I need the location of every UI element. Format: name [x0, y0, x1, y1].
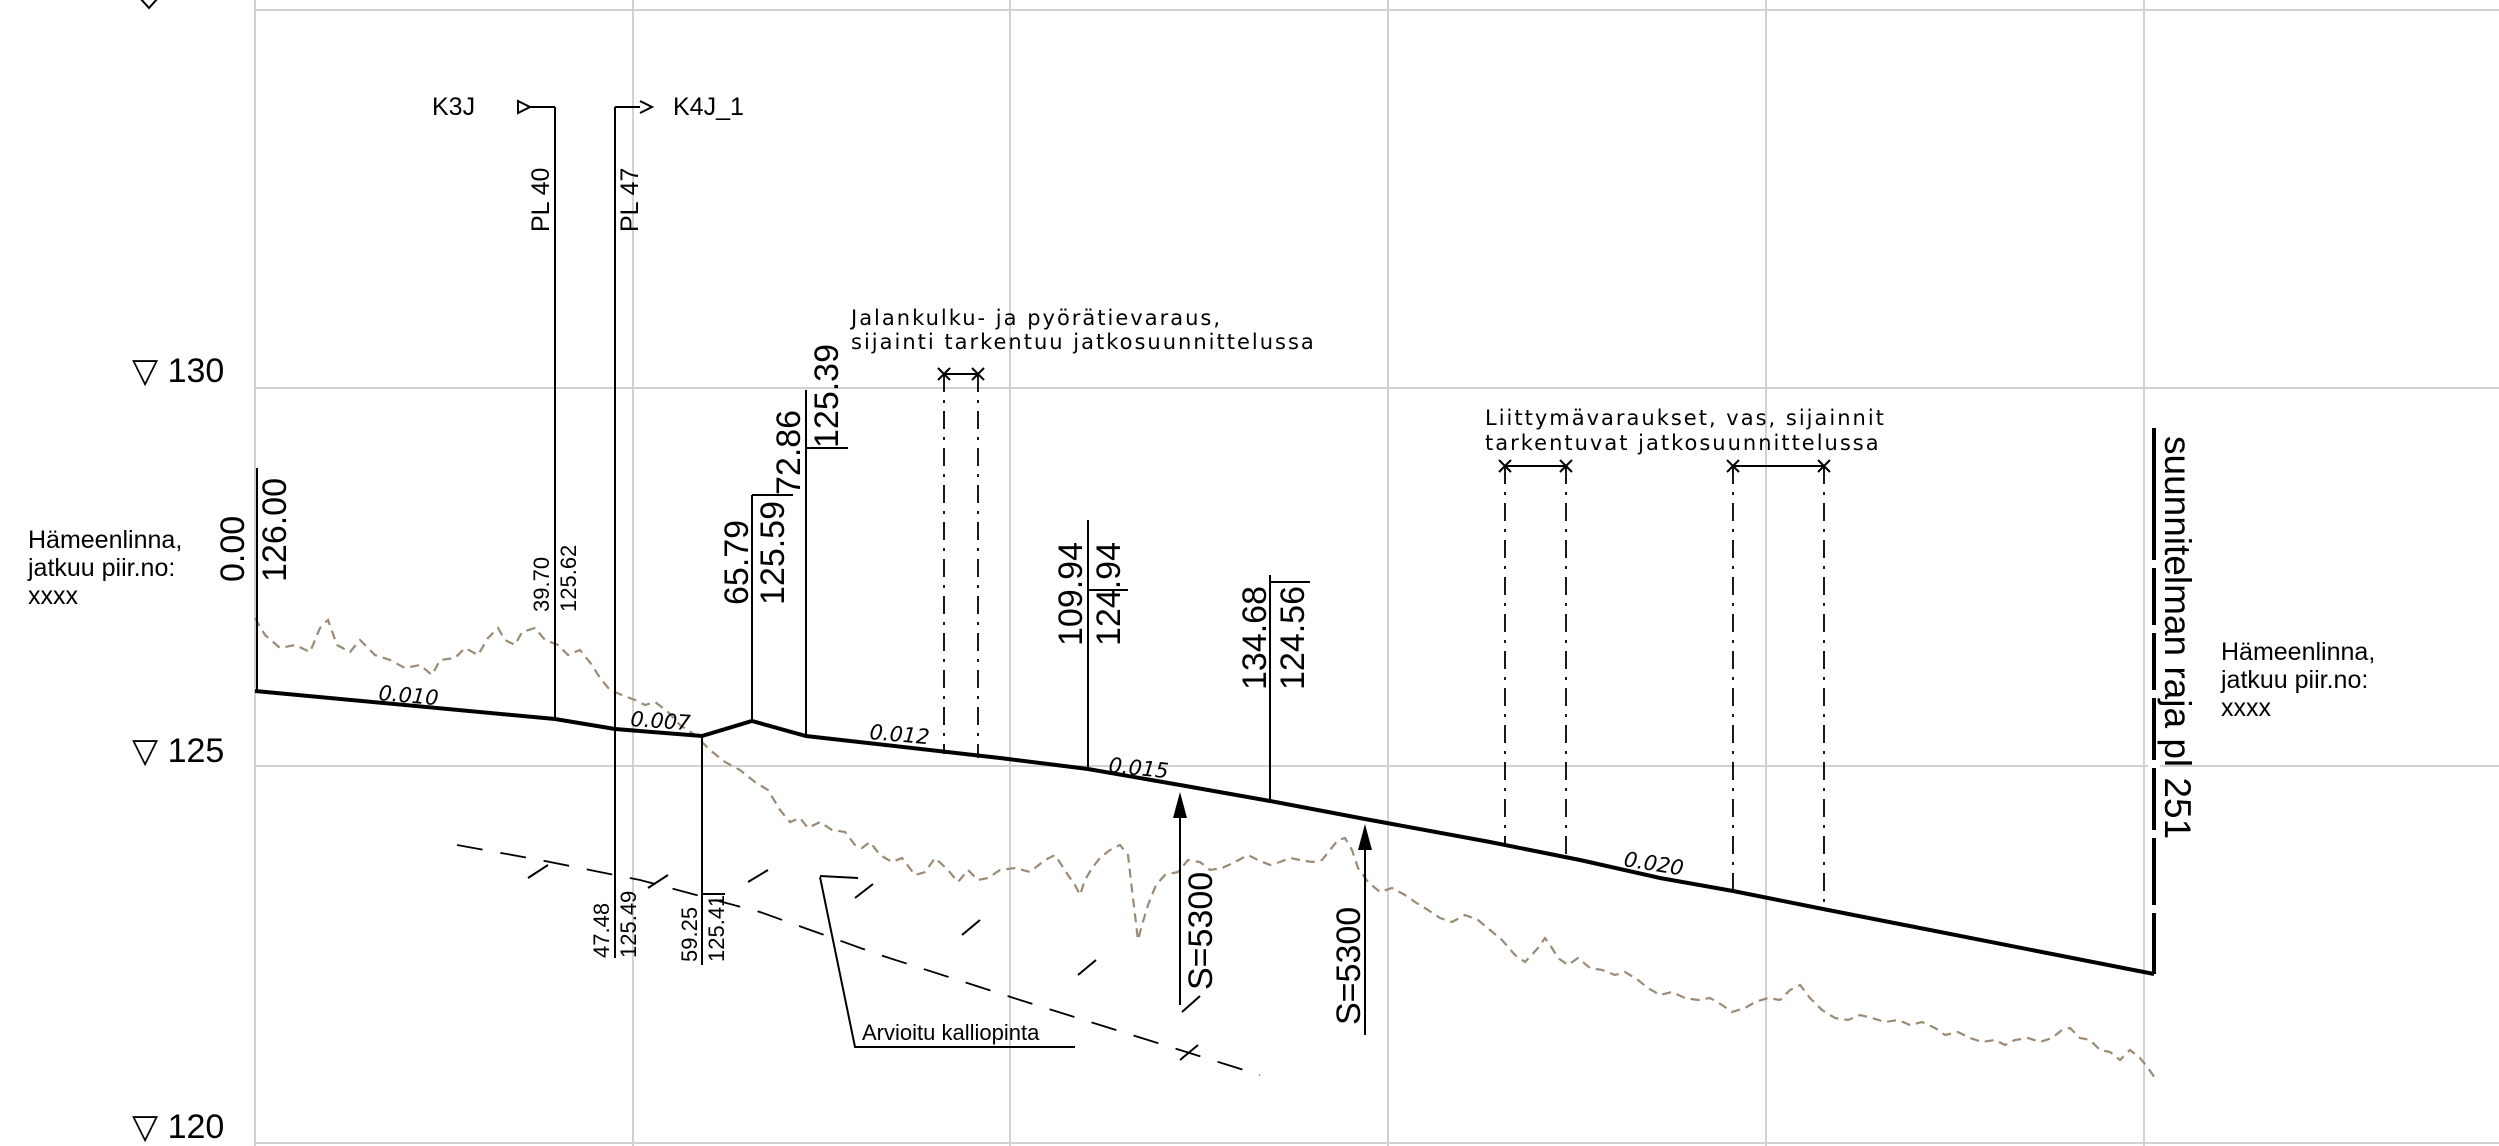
svg-text:K4J_1: K4J_1 — [673, 93, 744, 121]
slope-label-2: 0.007 — [630, 707, 692, 735]
grid — [254, 0, 2499, 1146]
svg-text:xxxx: xxxx — [28, 582, 79, 610]
svg-text:125.59: 125.59 — [754, 501, 792, 605]
svg-text:47.48: 47.48 — [589, 903, 614, 958]
svg-text:125.49: 125.49 — [616, 891, 641, 958]
right-side-note: Hämeenlinna, jatkuu piir.no: xxxx — [2220, 638, 2375, 722]
svg-text:125.39: 125.39 — [808, 344, 846, 448]
elevation-label-130: ▽ 130 — [132, 352, 224, 390]
design-grade-line[interactable] — [254, 689, 2155, 976]
svg-text:65.79: 65.79 — [718, 520, 756, 605]
svg-text:PL 40: PL 40 — [527, 168, 555, 232]
bedrock-label: Arvioitu kalliopinta — [862, 1020, 1040, 1045]
svg-text:Hämeenlinna,: Hämeenlinna, — [2221, 638, 2375, 666]
bedrock-label-leader — [819, 876, 1075, 1048]
svg-text:S=5300: S=5300 — [1330, 907, 1368, 1025]
left-side-note: Hämeenlinna, jatkuu piir.no: xxxx — [27, 526, 182, 610]
crossing-road-k4j: K4J_1 PL 47 — [614, 93, 744, 950]
station-0: 0.00 126.00 — [214, 468, 294, 691]
svg-text:jatkuu piir.no:: jatkuu piir.no: — [27, 554, 175, 582]
elevation-marker-top — [140, 0, 158, 10]
junction-note-line1: Liittymävaraukset, vas, sijainnit — [1485, 406, 1886, 430]
svg-text:xxxx: xxxx — [2221, 694, 2272, 722]
svg-text:72.86: 72.86 — [770, 410, 808, 495]
plan-boundary-gaps — [2148, 560, 2160, 913]
station-72: 72.86 125.39 — [770, 344, 848, 736]
svg-text:124.56: 124.56 — [1274, 586, 1312, 690]
walkway-reservation — [937, 367, 985, 758]
svg-text:K3J: K3J — [432, 93, 475, 121]
svg-text:0.00: 0.00 — [214, 516, 252, 582]
station-65: 65.79 125.59 — [718, 494, 793, 721]
elevation-label-120: ▽ 120 — [132, 1108, 224, 1146]
vertical-curve-1: S=5300 — [1173, 792, 1220, 1005]
walkway-note-line2: sijainti tarkentuu jatkosuunnittelussa — [851, 330, 1316, 354]
vertical-curve-2: S=5300 — [1330, 824, 1372, 1035]
svg-text:125.62: 125.62 — [556, 545, 581, 612]
svg-text:PL 47: PL 47 — [616, 168, 644, 232]
bedrock-line — [456, 844, 1261, 1076]
svg-text:109.94: 109.94 — [1052, 542, 1090, 646]
svg-text:59.25: 59.25 — [677, 907, 702, 962]
station-134: 134.68 124.56 — [1236, 575, 1312, 801]
svg-text:126.00: 126.00 — [256, 478, 294, 582]
slope-label-4: 0.015 — [1107, 753, 1169, 783]
svg-text:39.70: 39.70 — [529, 557, 554, 612]
plan-boundary-label: suunnitelman raja pl 251 — [2157, 436, 2198, 839]
svg-text:125.41: 125.41 — [704, 895, 729, 962]
station-109: 109.94 124.94 — [1052, 520, 1128, 769]
elevation-label-125: ▽ 125 — [132, 732, 224, 770]
crossing-road-k3j: K3J PL 40 — [432, 93, 556, 719]
svg-text:134.68: 134.68 — [1236, 586, 1274, 690]
station-39: 39.70 125.62 — [529, 545, 581, 612]
station-47: 47.48 125.49 — [589, 873, 641, 958]
junction-note-line2: tarkentuvat jatkosuunnittelussa — [1485, 431, 1881, 455]
svg-text:Hämeenlinna,: Hämeenlinna, — [28, 526, 182, 554]
slope-label-1: 0.010 — [378, 681, 440, 710]
existing-ground-line — [254, 617, 2156, 1079]
svg-text:jatkuu piir.no:: jatkuu piir.no: — [2220, 666, 2368, 694]
slope-label-3: 0.012 — [869, 720, 931, 749]
slope-label-5: 0.020 — [1622, 847, 1685, 880]
junction-reservation-1 — [1498, 459, 1573, 859]
junction-reservation-2 — [1726, 459, 1831, 910]
svg-text:S=5300: S=5300 — [1182, 872, 1220, 990]
station-59: 59.25 125.41 — [677, 736, 729, 965]
walkway-note-line1: Jalankulku- ja pyörätievaraus, — [849, 306, 1222, 330]
svg-text:124.94: 124.94 — [1090, 542, 1128, 646]
